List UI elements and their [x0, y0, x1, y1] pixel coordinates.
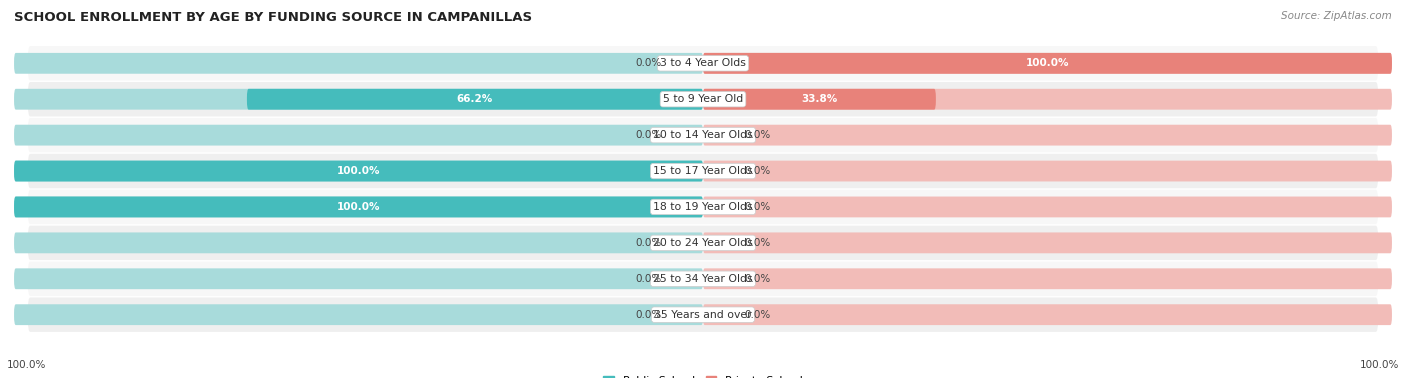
- Text: 100.0%: 100.0%: [7, 361, 46, 370]
- Text: 25 to 34 Year Olds: 25 to 34 Year Olds: [654, 274, 752, 284]
- Text: 33.8%: 33.8%: [801, 94, 838, 104]
- Text: 0.0%: 0.0%: [636, 130, 662, 140]
- Text: 100.0%: 100.0%: [337, 202, 380, 212]
- Text: 100.0%: 100.0%: [1026, 58, 1069, 68]
- FancyBboxPatch shape: [14, 89, 703, 110]
- FancyBboxPatch shape: [703, 53, 1392, 74]
- FancyBboxPatch shape: [28, 262, 1378, 296]
- FancyBboxPatch shape: [14, 125, 703, 146]
- Text: 0.0%: 0.0%: [744, 274, 770, 284]
- Text: 100.0%: 100.0%: [1360, 361, 1399, 370]
- Legend: Public School, Private School: Public School, Private School: [599, 372, 807, 378]
- Text: 10 to 14 Year Olds: 10 to 14 Year Olds: [654, 130, 752, 140]
- FancyBboxPatch shape: [703, 304, 1392, 325]
- FancyBboxPatch shape: [14, 232, 703, 253]
- Text: SCHOOL ENROLLMENT BY AGE BY FUNDING SOURCE IN CAMPANILLAS: SCHOOL ENROLLMENT BY AGE BY FUNDING SOUR…: [14, 11, 533, 24]
- Text: Source: ZipAtlas.com: Source: ZipAtlas.com: [1281, 11, 1392, 21]
- FancyBboxPatch shape: [14, 161, 703, 181]
- Text: 0.0%: 0.0%: [744, 130, 770, 140]
- Text: 18 to 19 Year Olds: 18 to 19 Year Olds: [654, 202, 752, 212]
- FancyBboxPatch shape: [14, 161, 703, 181]
- Text: 100.0%: 100.0%: [337, 166, 380, 176]
- Text: 20 to 24 Year Olds: 20 to 24 Year Olds: [654, 238, 752, 248]
- Text: 5 to 9 Year Old: 5 to 9 Year Old: [662, 94, 744, 104]
- Text: 0.0%: 0.0%: [744, 166, 770, 176]
- FancyBboxPatch shape: [703, 53, 1392, 74]
- FancyBboxPatch shape: [703, 268, 1392, 289]
- FancyBboxPatch shape: [28, 118, 1378, 152]
- FancyBboxPatch shape: [28, 226, 1378, 260]
- Text: 0.0%: 0.0%: [636, 310, 662, 320]
- FancyBboxPatch shape: [14, 197, 703, 217]
- Text: 15 to 17 Year Olds: 15 to 17 Year Olds: [654, 166, 752, 176]
- Text: 0.0%: 0.0%: [744, 238, 770, 248]
- FancyBboxPatch shape: [14, 268, 703, 289]
- FancyBboxPatch shape: [28, 82, 1378, 116]
- FancyBboxPatch shape: [14, 304, 703, 325]
- Text: 66.2%: 66.2%: [457, 94, 494, 104]
- Text: 0.0%: 0.0%: [744, 310, 770, 320]
- FancyBboxPatch shape: [703, 89, 936, 110]
- FancyBboxPatch shape: [703, 89, 1392, 110]
- Text: 0.0%: 0.0%: [636, 58, 662, 68]
- FancyBboxPatch shape: [703, 125, 1392, 146]
- FancyBboxPatch shape: [28, 190, 1378, 224]
- Text: 0.0%: 0.0%: [636, 274, 662, 284]
- Text: 0.0%: 0.0%: [636, 238, 662, 248]
- Text: 3 to 4 Year Olds: 3 to 4 Year Olds: [659, 58, 747, 68]
- FancyBboxPatch shape: [703, 161, 1392, 181]
- Text: 0.0%: 0.0%: [744, 202, 770, 212]
- FancyBboxPatch shape: [703, 232, 1392, 253]
- FancyBboxPatch shape: [28, 297, 1378, 332]
- FancyBboxPatch shape: [28, 46, 1378, 81]
- FancyBboxPatch shape: [14, 197, 703, 217]
- Text: 35 Years and over: 35 Years and over: [654, 310, 752, 320]
- FancyBboxPatch shape: [703, 197, 1392, 217]
- FancyBboxPatch shape: [28, 154, 1378, 188]
- FancyBboxPatch shape: [14, 53, 703, 74]
- FancyBboxPatch shape: [247, 89, 703, 110]
